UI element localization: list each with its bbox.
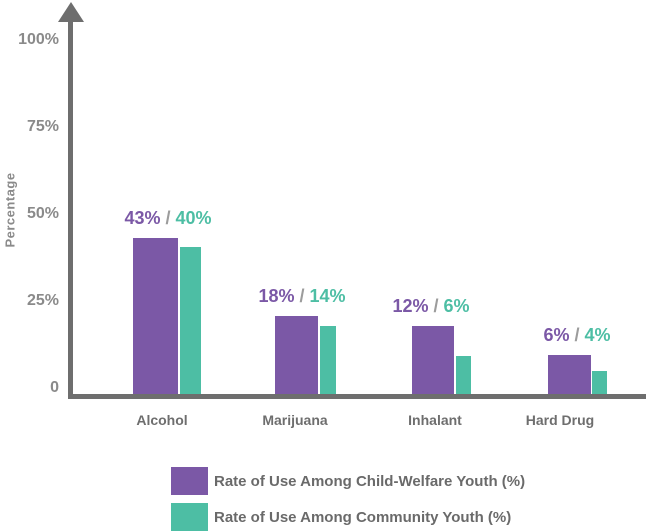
value-child-welfare: 18% [258, 286, 295, 306]
value-separator: / [569, 325, 585, 345]
x-category-label-inhalant: Inhalant [408, 412, 462, 428]
bar-community-hard-drug [592, 371, 607, 394]
y-tick-label: 100% [18, 31, 59, 48]
legend-item-child-welfare: Rate of Use Among Child-Welfare Youth (%… [171, 467, 525, 495]
legend-item-community: Rate of Use Among Community Youth (%) [171, 503, 511, 531]
value-separator: / [160, 208, 176, 228]
legend-label-community: Rate of Use Among Community Youth (%) [214, 508, 512, 526]
value-child-welfare: 43% [124, 208, 161, 228]
x-axis-line [68, 394, 646, 399]
legend-swatch-community [171, 503, 208, 531]
bar-community-inhalant [456, 356, 471, 394]
value-label-hard-drug: 6% / 4% [543, 325, 610, 345]
bar-community-marijuana [320, 326, 336, 394]
y-tick-label: 25% [26, 292, 59, 309]
y-tick-label: 75% [26, 118, 59, 135]
bar-child-welfare-alcohol [133, 238, 178, 394]
bar-child-welfare-marijuana [275, 316, 318, 394]
y-tick-label: 0 [50, 379, 59, 396]
value-separator: / [428, 296, 444, 316]
value-label-alcohol: 43% / 40% [124, 208, 211, 228]
value-separator: / [294, 286, 310, 306]
bar-child-welfare-hard-drug [548, 355, 591, 394]
legend-label-child-welfare: Rate of Use Among Child-Welfare Youth (%… [214, 472, 526, 490]
y-axis-arrow-icon [58, 2, 84, 22]
value-community: 4% [584, 325, 611, 345]
x-category-label-alcohol: Alcohol [136, 412, 188, 428]
bar-community-alcohol [180, 247, 201, 394]
y-tick-label: 50% [26, 205, 59, 222]
bar-child-welfare-inhalant [412, 326, 454, 394]
value-label-inhalant: 12% / 6% [392, 296, 469, 316]
value-community: 6% [443, 296, 470, 316]
value-child-welfare: 6% [543, 325, 570, 345]
legend-swatch-child-welfare [171, 467, 208, 495]
value-label-marijuana: 18% / 14% [258, 286, 345, 306]
value-community: 14% [309, 286, 346, 306]
x-category-label-hard-drug: Hard Drug [525, 412, 595, 428]
value-child-welfare: 12% [392, 296, 429, 316]
x-category-label-marijuana: Marijuana [262, 412, 328, 428]
value-community: 40% [175, 208, 212, 228]
y-axis-line [68, 16, 73, 399]
